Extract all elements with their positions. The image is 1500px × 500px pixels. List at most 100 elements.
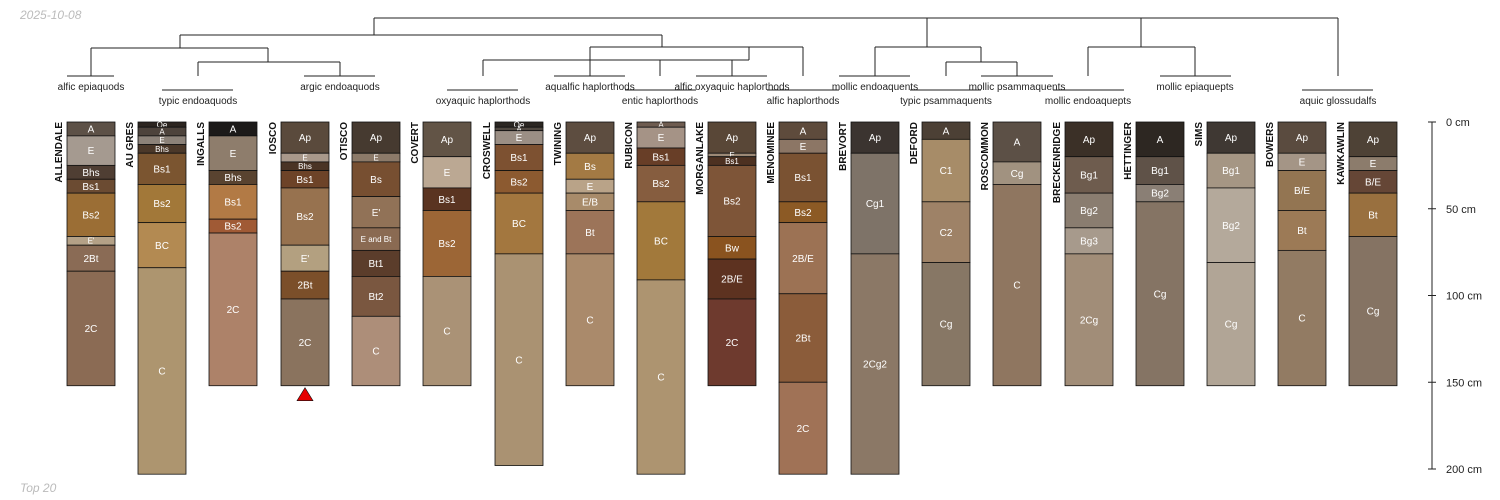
- soil-profile: Ap Cg1 2Cg2 BREVORT: [838, 121, 900, 475]
- profile-name: COVERT: [410, 122, 421, 164]
- horizon-block: [422, 210, 472, 277]
- horizon-label: C: [586, 315, 593, 326]
- soil-profile: Ap Bg1 Bg2 Cg SIMS: [1194, 121, 1256, 387]
- horizon-block: [1206, 187, 1256, 263]
- horizon-label: E': [301, 254, 310, 265]
- horizon-block: [992, 121, 1042, 163]
- horizon-label: Bs1: [794, 173, 812, 184]
- depth-axis: 0 cm 50 cm 100 cm 150 cm 200 cm: [1428, 117, 1482, 476]
- soil-profile: AE Bs1 Bs2 2B/E 2Bt 2C MENOMINEE: [766, 121, 828, 475]
- horizon-label: Bs1: [296, 175, 314, 186]
- horizon-block: [208, 184, 258, 220]
- soil-profile: Ap E B/E Bt Cg KAWKAWLIN: [1336, 121, 1398, 387]
- horizon-block: [1135, 201, 1185, 387]
- profile-name: BOWERS: [1265, 122, 1276, 167]
- horizon-label: BC: [155, 241, 169, 252]
- horizon-block: [280, 244, 330, 272]
- taxon-label: mollic psammaquents: [969, 82, 1066, 93]
- horizon-block: [208, 232, 258, 387]
- taxon-label: alfic epiaquods: [58, 82, 125, 93]
- horizon-label: C1: [940, 166, 953, 177]
- horizon-block: [422, 276, 472, 387]
- profile-name: BREVORT: [838, 122, 849, 171]
- soil-profile: Ap E B/E Bt C BOWERS: [1265, 121, 1327, 387]
- horizon-label: 2Cg2: [863, 360, 887, 371]
- horizon-label: 2B/E: [721, 275, 743, 286]
- soil-profile: Ap Bs E E/B Bt C TWINING: [553, 121, 615, 387]
- horizon-label: C: [657, 373, 664, 384]
- horizon-label: E: [1299, 158, 1306, 169]
- horizon-label: Bt: [585, 228, 595, 239]
- horizon-label: Bs2: [723, 197, 741, 208]
- profile-name: MORGANLAKE: [695, 122, 706, 195]
- axis-tick-label: 50 cm: [1446, 204, 1476, 216]
- taxon-label: alfic haplorthods: [767, 96, 840, 107]
- horizon-label: B/E: [1294, 186, 1310, 197]
- horizon-block: [636, 201, 686, 281]
- horizon-block: [494, 192, 544, 255]
- horizon-block: [707, 258, 757, 300]
- horizon-label: Ap: [869, 133, 882, 144]
- profile-name: INGALLS: [196, 122, 207, 166]
- horizon-label: 2C: [227, 305, 240, 316]
- horizon-label: Bt2: [368, 292, 383, 303]
- axis-tick-label: 100 cm: [1446, 291, 1482, 303]
- horizon-block: [137, 222, 187, 269]
- horizon-block: [1277, 121, 1327, 154]
- taxon-label: typic endoaquods: [159, 96, 237, 107]
- horizon-label: Ap: [726, 133, 739, 144]
- horizon-label: E: [159, 136, 164, 145]
- profile-name: ROSCOMMON: [980, 122, 991, 190]
- horizon-block: [707, 164, 757, 237]
- horizon-block: [1348, 236, 1398, 387]
- horizon-label: E/B: [582, 197, 598, 208]
- horizon-block: [1064, 156, 1114, 194]
- horizon-label: Ap: [584, 133, 597, 144]
- soil-profile: A C1 C2 Cg DEFORD: [909, 121, 971, 387]
- horizon-block: [66, 135, 116, 166]
- horizon-label: 2Cg: [1080, 315, 1098, 326]
- profile-name: MENOMINEE: [766, 122, 777, 184]
- horizon-label: E: [302, 153, 307, 162]
- horizon-block: [707, 121, 757, 154]
- horizon-label: Bs2: [794, 208, 812, 219]
- horizon-label: A: [800, 126, 807, 137]
- horizon-block: [565, 152, 615, 180]
- horizon-label: A: [230, 125, 237, 136]
- horizon-block: [1135, 121, 1185, 158]
- horizon-label: C: [1298, 314, 1305, 325]
- horizon-label: E: [444, 168, 451, 179]
- horizon-label: B/E: [1365, 177, 1381, 188]
- taxon-label: oxyaquic haplorthods: [436, 96, 531, 107]
- horizon-label: Cg: [940, 320, 953, 331]
- horizon-label: C: [158, 367, 165, 378]
- horizon-block: [565, 121, 615, 154]
- soil-profile: A Cg C ROSCOMMON: [980, 121, 1042, 387]
- horizon-label: A: [658, 120, 664, 129]
- soil-profile: AE Bhs Bs1 Bs2 E' 2Bt 2C ALLENDALE: [54, 121, 116, 387]
- horizon-label: Bs2: [82, 210, 100, 221]
- horizon-block: [422, 156, 472, 189]
- horizon-label: Bs1: [82, 182, 100, 193]
- profile-name: TWINING: [553, 122, 564, 166]
- horizon-label: 2C: [85, 324, 98, 335]
- horizon-label: Bs2: [652, 179, 670, 190]
- horizon-block: [850, 253, 900, 475]
- horizon-block: [850, 121, 900, 154]
- horizon-block: [137, 152, 187, 185]
- horizon-block: [778, 222, 828, 295]
- horizon-block: [66, 244, 116, 272]
- horizon-label: Cg: [1154, 289, 1167, 300]
- horizon-block: [636, 164, 686, 203]
- horizon-block: [1064, 227, 1114, 255]
- horizon-label: 2B/E: [792, 254, 814, 265]
- horizon-label: Bg1: [1151, 166, 1169, 177]
- horizon-block: [137, 267, 187, 475]
- horizon-label: A: [1014, 138, 1021, 149]
- horizon-block: [565, 253, 615, 387]
- horizon-block: [778, 152, 828, 203]
- horizon-block: [280, 121, 330, 154]
- horizon-label: 2Bt: [83, 254, 98, 265]
- horizon-label: Oe: [514, 120, 525, 129]
